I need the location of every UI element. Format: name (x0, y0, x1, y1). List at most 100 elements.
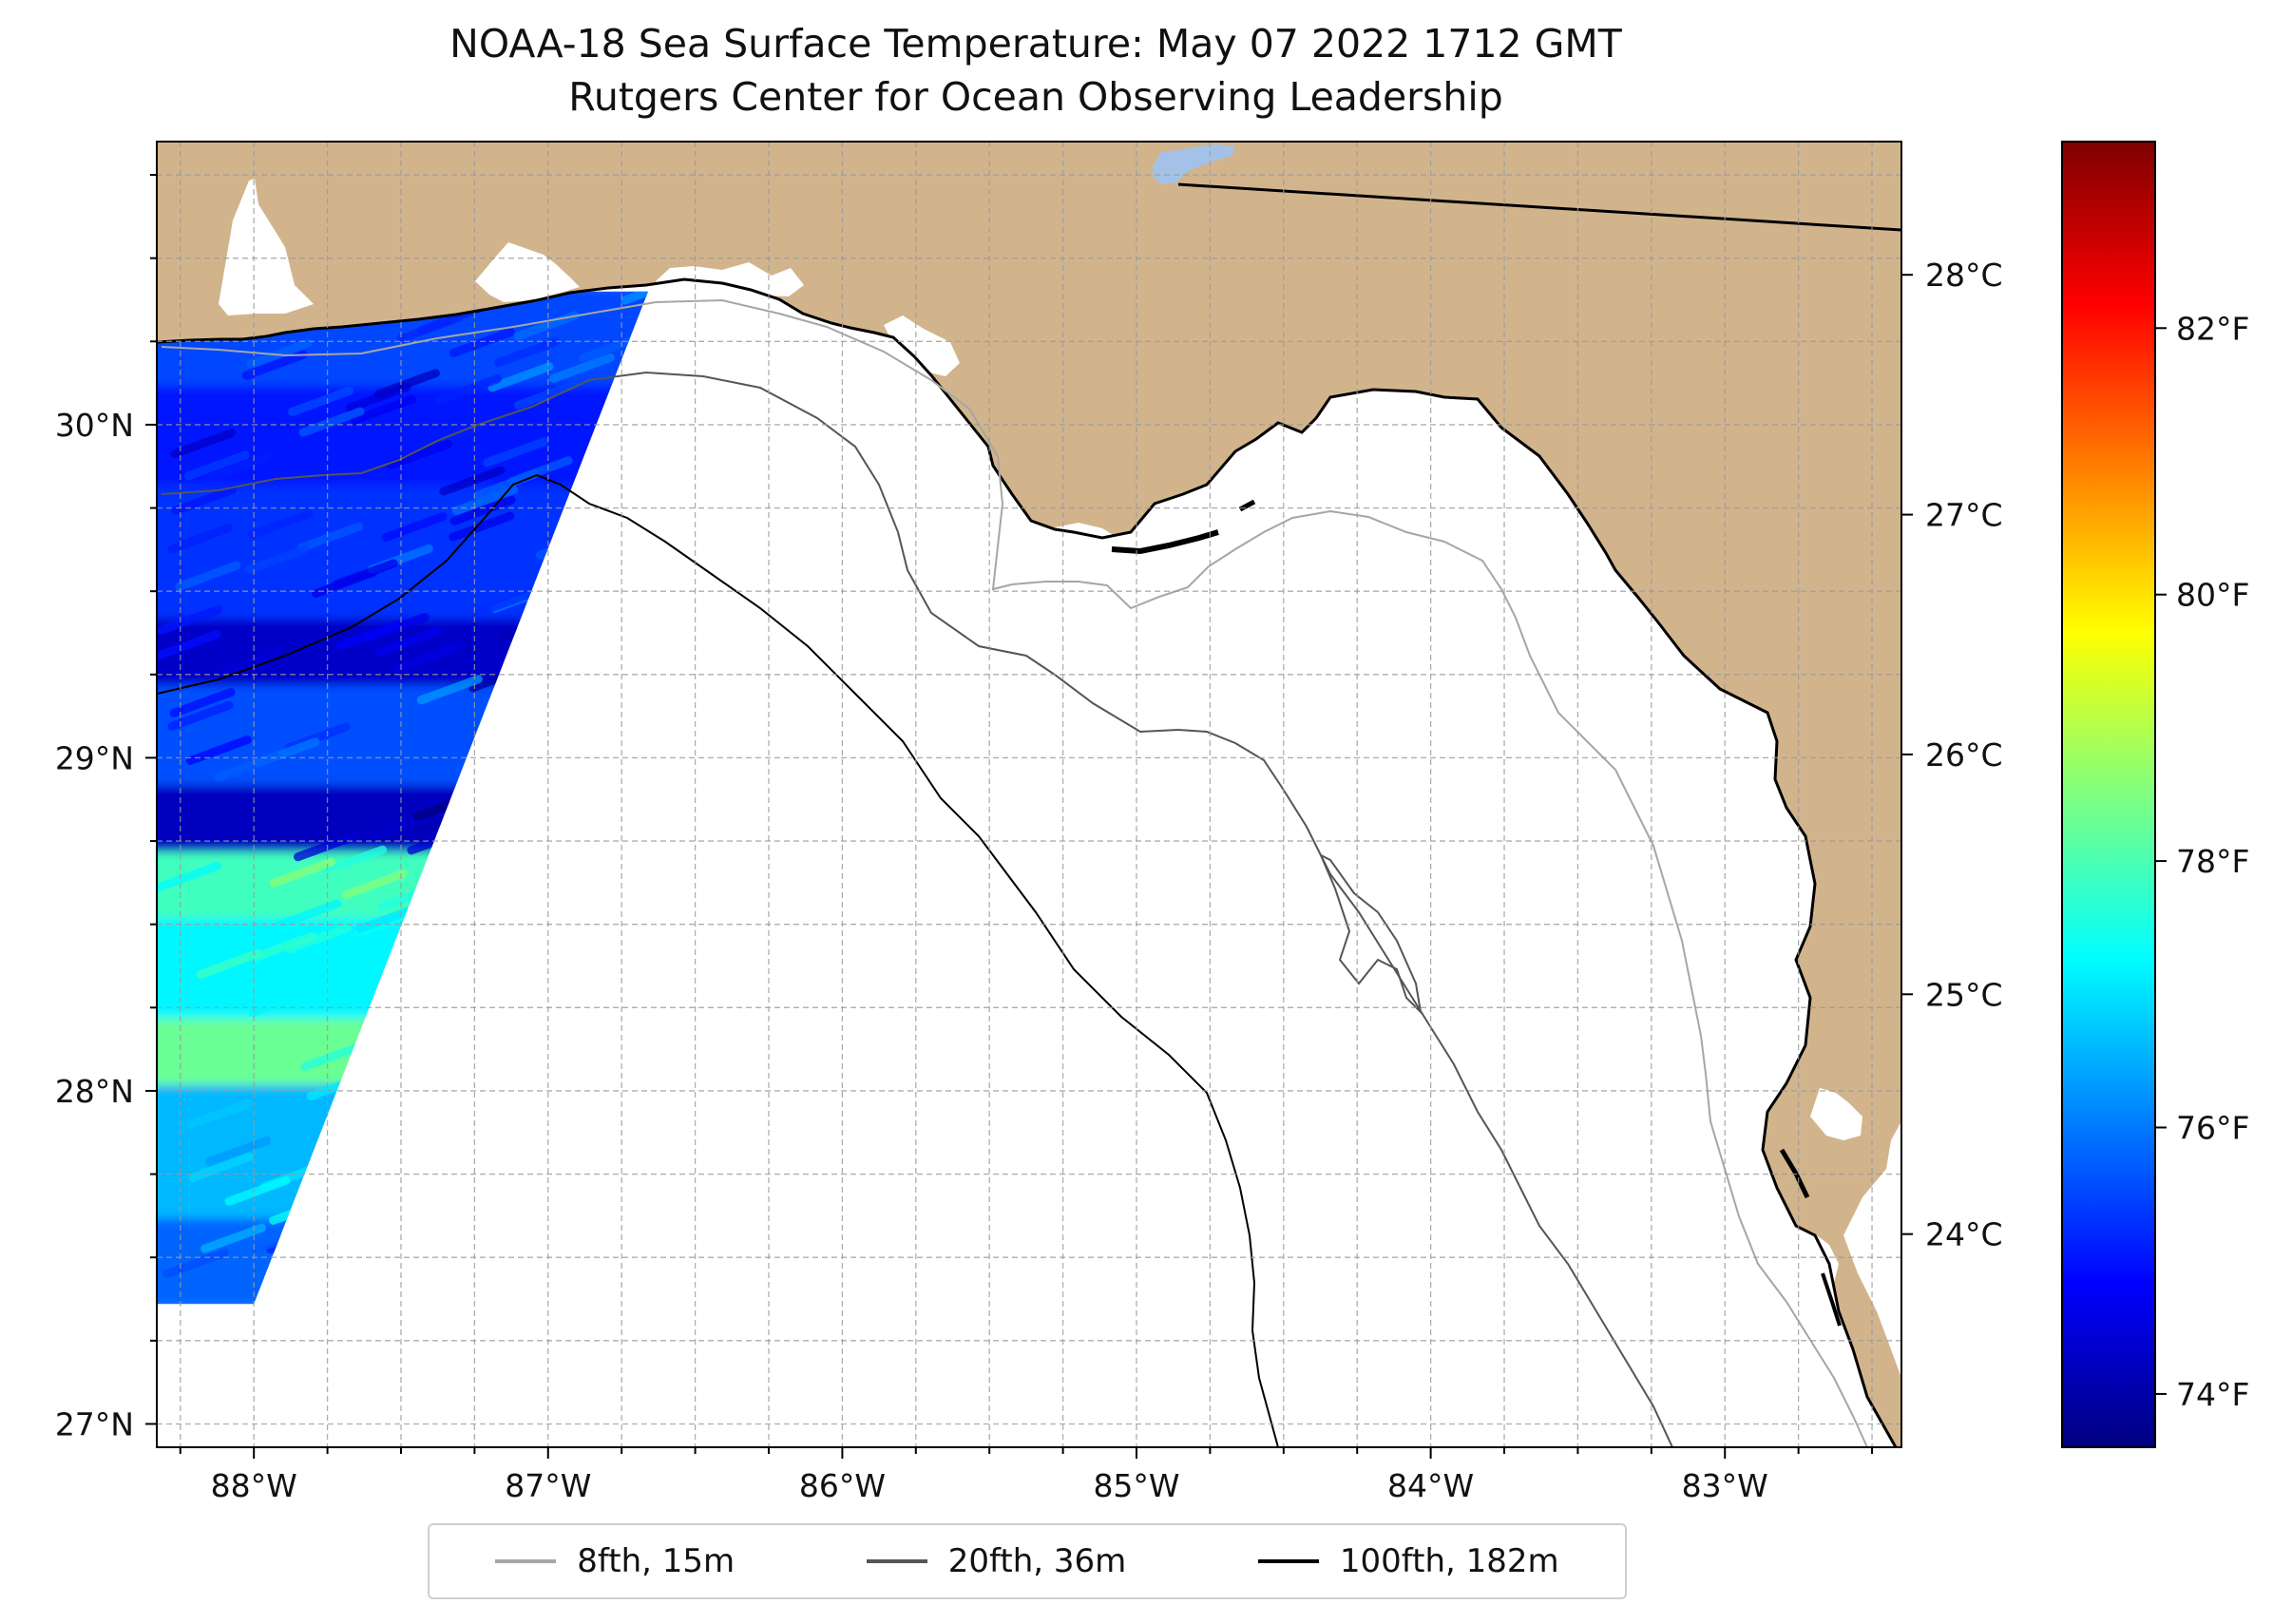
sst-streak (506, 456, 573, 487)
x-tick-label: 87°W (505, 1467, 591, 1504)
colorbar-label-c: 27°C (1925, 497, 2003, 534)
bay-pensacola (219, 179, 314, 315)
y-tick-label: 29°N (55, 739, 134, 776)
land-mass-panhandle (157, 142, 1901, 1447)
sst-streak (294, 831, 360, 862)
sst-streak (170, 485, 237, 515)
sst-streak (185, 735, 252, 765)
legend-swatch-8fth (495, 1559, 557, 1563)
sst-streak (548, 353, 615, 383)
colorbar (2062, 142, 2155, 1447)
graticule (157, 142, 1901, 1447)
sst-streak (162, 1249, 229, 1279)
colorbar-label-c: 28°C (1925, 257, 2003, 294)
sst-streak (449, 495, 516, 525)
colorbar-label-f: 82°F (2176, 310, 2249, 347)
sst-streak (440, 414, 506, 445)
sst-streak (298, 407, 365, 437)
sst-streak (205, 1136, 272, 1166)
legend-entry-8fth: 8fth, 15m (495, 1542, 735, 1580)
sst-streak (167, 700, 234, 731)
sst-streak (449, 327, 515, 357)
colorbar-frame (2061, 141, 2156, 1448)
sst-streak (247, 509, 314, 540)
isobath-20fth (161, 371, 1673, 1447)
coastline (157, 277, 1898, 1447)
lake-blue (1153, 144, 1235, 184)
sst-streak (361, 812, 428, 843)
sst-streak (297, 522, 364, 552)
sst-streak (241, 350, 308, 380)
sst-streak (169, 687, 236, 717)
sst-streak (249, 987, 315, 1018)
colorbar-label-c: 26°C (1925, 736, 2003, 774)
sst-streak (436, 374, 503, 405)
colorbar-label-f: 74°F (2176, 1376, 2249, 1413)
sst-streak (204, 453, 271, 484)
sst-streak (167, 524, 234, 554)
map-ticks (145, 174, 1874, 1459)
sst-streak (394, 642, 461, 673)
isobath-8fth (161, 298, 1868, 1447)
y-tick-label: 27°N (55, 1405, 134, 1442)
sst-streak (224, 1175, 291, 1206)
sst-streak (170, 429, 237, 459)
sst-streak (214, 752, 280, 782)
sst-streak (373, 369, 440, 399)
figure-title: NOAA-18 Sea Surface Temperature: May 07 … (449, 21, 1622, 67)
bay-stjoe (656, 262, 804, 296)
sst-streak (183, 450, 250, 481)
sst-streak (332, 559, 398, 589)
sst-streak (201, 1223, 267, 1253)
sst-streak (439, 466, 506, 496)
isobath-shoal-detail (1319, 852, 1423, 1015)
legend-swatch-20fth (866, 1559, 927, 1563)
sst-streak (416, 675, 483, 705)
legend-label-100fth: 100fth, 182m (1339, 1542, 1559, 1580)
longitude-labels: 88°W 87°W 86°W 85°W 84°W 83°W (211, 1467, 1768, 1504)
sst-streak (621, 291, 649, 305)
sst-streak (341, 869, 408, 900)
legend-swatch-100fth (1257, 1559, 1319, 1563)
sst-streak (452, 485, 519, 515)
sst-streak (278, 868, 345, 898)
bay-tampa (1810, 1088, 1862, 1140)
y-tick-label: 28°N (55, 1073, 134, 1110)
sst-streak (449, 511, 515, 542)
sst-streak (493, 337, 560, 368)
y-tick-label: 30°N (55, 407, 134, 444)
state-border (1177, 182, 1901, 232)
sst-streak (215, 648, 281, 678)
legend-label-20fth: 20fth, 36m (947, 1542, 1127, 1580)
sst-streak (246, 338, 313, 369)
x-tick-label: 86°W (799, 1467, 886, 1504)
sst-streak (186, 1099, 253, 1129)
barrier-island-stblas (1111, 529, 1219, 555)
sst-streak (196, 948, 262, 979)
sst-streak (321, 845, 388, 875)
isobath-legend: 8fth, 15m 20fth, 36m 100fth, 182m (428, 1523, 1627, 1599)
sst-streak (157, 630, 221, 660)
sst-streak (513, 379, 580, 410)
sst-streak (513, 311, 580, 341)
colorbar-label-f: 76°F (2176, 1110, 2249, 1147)
sst-streak (300, 1041, 367, 1071)
isobath-100fth (157, 473, 1279, 1447)
bay-apalachicola (884, 315, 960, 376)
colorbar-label-f: 78°F (2176, 843, 2249, 880)
x-tick-label: 84°W (1387, 1467, 1474, 1504)
legend-label-8fth: 8fth, 15m (577, 1542, 735, 1580)
sst-streak (487, 362, 554, 392)
legend-entry-20fth: 20fth, 36m (866, 1542, 1127, 1580)
x-tick-label: 88°W (211, 1467, 297, 1504)
sst-streak (350, 394, 416, 425)
colorbar-ticks: 82°F 80°F 78°F 76°F 74°F 28°C 27°C 26°C 25°C 24°C (1901, 257, 2249, 1413)
colorbar-label-f: 80°F (2176, 577, 2249, 614)
sst-streak (386, 439, 452, 469)
sst-streak (473, 587, 540, 618)
sst-streak (288, 386, 354, 416)
sst-streak (175, 561, 241, 591)
x-tick-label: 83°W (1682, 1467, 1768, 1504)
